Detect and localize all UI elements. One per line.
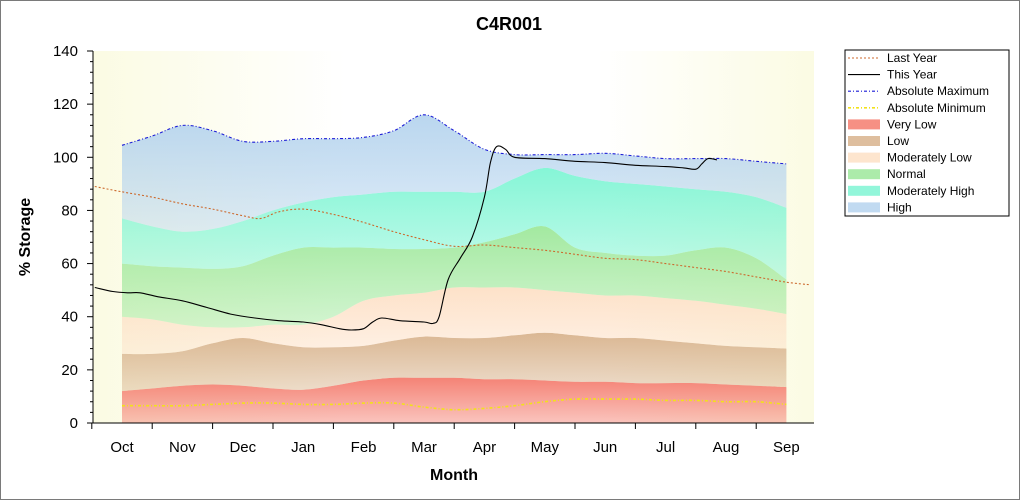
y-tick-label: 120 xyxy=(53,96,78,113)
band-normal xyxy=(122,226,787,328)
bands-layer xyxy=(122,114,787,423)
x-tick-label: Dec xyxy=(229,439,256,456)
legend-item-moderately-low: Moderately Low xyxy=(848,151,972,165)
series-absolute-maximum xyxy=(121,114,787,165)
legend-item-high: High xyxy=(848,200,912,214)
series-absolute-minimum xyxy=(122,398,787,411)
legend-swatch xyxy=(848,136,880,146)
y-tick-label: 40 xyxy=(61,309,78,326)
band-low xyxy=(122,332,787,392)
legend: Last Year This Year Absolute Maximum Absolu… xyxy=(844,49,1010,217)
y-tick-label: 100 xyxy=(53,149,78,166)
legend-swatch xyxy=(848,169,880,180)
y-tick-label: 80 xyxy=(61,202,78,219)
x-tick-label: Apr xyxy=(473,439,496,456)
series-last-year xyxy=(94,185,811,286)
x-tick-label: Nov xyxy=(169,439,196,456)
x-tick-label: Aug xyxy=(713,439,740,456)
legend-item-this-year: This Year xyxy=(848,68,937,82)
x-tick-label: May xyxy=(531,439,560,456)
y-axis-label: % Storage xyxy=(17,198,34,276)
legend-item-low: Low xyxy=(848,134,909,148)
y-tick-label: 20 xyxy=(61,362,78,379)
legend-label: Low xyxy=(887,134,909,148)
legend-swatch xyxy=(848,202,880,213)
band-moderately-low xyxy=(122,287,787,355)
legend-item-last-year: Last Year xyxy=(848,51,937,65)
x-tick-label: Mar xyxy=(411,439,437,456)
y-tick-label: 60 xyxy=(61,256,78,273)
legend-swatch xyxy=(848,185,880,196)
x-tick-label: Jul xyxy=(656,439,675,456)
legend-item-moderately-high: Moderately High xyxy=(848,184,974,198)
legend-item-very-low: Very Low xyxy=(848,117,937,131)
y-tick-label: 0 xyxy=(70,415,78,432)
legend-item-normal: Normal xyxy=(848,167,926,181)
legend-swatch xyxy=(848,119,880,130)
legend-label: Moderately Low xyxy=(887,151,972,165)
legend-item-absolute-minimum: Absolute Minimum xyxy=(848,101,986,115)
legend-label: Normal xyxy=(887,167,926,181)
legend-item-absolute-maximum: Absolute Maximum xyxy=(848,84,989,98)
x-tick-label: Jan xyxy=(291,439,315,456)
legend-label: Moderately High xyxy=(887,184,974,198)
x-tick-label: Feb xyxy=(351,439,377,456)
x-tick-label: Oct xyxy=(110,439,134,456)
band-high xyxy=(122,114,787,232)
y-tick-label: 140 xyxy=(53,43,78,60)
x-ticks: Oct Nov Dec Jan Feb Mar Apr May Jun Jul Aug Sep xyxy=(91,423,800,456)
series-layer xyxy=(94,114,811,411)
x-tick-label: Sep xyxy=(773,439,800,456)
chart-title: C4R001 xyxy=(476,14,542,34)
band-moderately-high xyxy=(122,167,787,280)
x-tick-label: Jun xyxy=(593,439,617,456)
legend-swatch xyxy=(848,152,880,163)
legend-label: Absolute Minimum xyxy=(887,101,986,115)
legend-label: Absolute Maximum xyxy=(887,84,989,98)
band-very-low xyxy=(122,377,787,423)
legend-label: This Year xyxy=(887,68,937,82)
y-ticks: 0 20 40 60 80 100 120 140 xyxy=(53,43,93,432)
legend-label: Very Low xyxy=(887,117,937,131)
legend-label: High xyxy=(887,200,912,214)
x-axis-label: Month xyxy=(430,467,478,484)
legend-label: Last Year xyxy=(887,51,937,65)
series-this-year xyxy=(94,145,718,331)
